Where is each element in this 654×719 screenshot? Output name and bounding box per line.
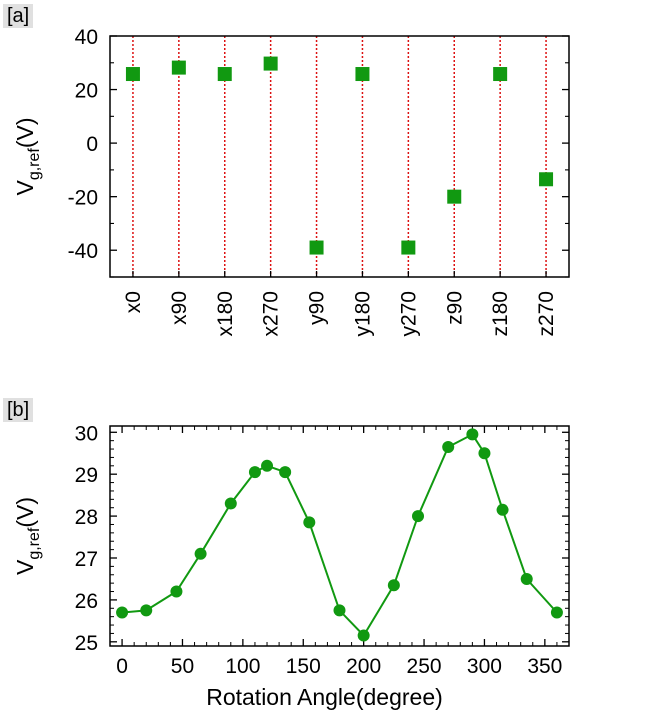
- data-point-z180: [493, 67, 508, 82]
- x-tick-label-y270: y270: [397, 291, 420, 337]
- data-point-x0: [125, 67, 140, 82]
- y-axis-label-b-unit: (V): [12, 497, 38, 528]
- data-point: [194, 547, 207, 560]
- data-point: [170, 585, 183, 598]
- x-tick-label-y180: y180: [351, 291, 374, 337]
- data-point: [224, 497, 237, 510]
- y-axis-label-b: Vg,ref(V): [12, 497, 43, 575]
- y-axis-label-a-main: V: [12, 180, 38, 196]
- chart-a: 40 20 0 -20 -40 x0 x90 x180 x270 y90 y180 y270 z90 z1…: [12, 26, 570, 337]
- x-tick-label: 200: [346, 655, 381, 678]
- y-tick-label: 27: [75, 548, 98, 571]
- x-tick-label: 250: [407, 655, 442, 678]
- data-point: [333, 604, 346, 617]
- x-tick-label-x180: x180: [214, 291, 237, 337]
- data-point: [466, 428, 479, 441]
- data-point: [116, 606, 129, 619]
- data-point-x270: [263, 56, 278, 71]
- data-point: [496, 503, 509, 516]
- x-tick-label: 350: [527, 655, 562, 678]
- y-axis-label-b-main: V: [12, 559, 38, 575]
- x-tick-label-z270: z270: [535, 291, 558, 337]
- x-tick-label: 0: [116, 655, 128, 678]
- data-point: [442, 440, 455, 453]
- data-point: [279, 466, 292, 479]
- x-axis-label-b: Rotation Angle(degree): [206, 684, 443, 710]
- x-tick-label: 50: [171, 655, 194, 678]
- x-tick-label-x90: x90: [168, 291, 191, 325]
- data-point-z90: [447, 189, 462, 204]
- y-tick-label: -20: [68, 187, 98, 210]
- y-tick-label: -40: [68, 240, 98, 263]
- y-tick-label: 26: [75, 590, 98, 613]
- data-point-y270: [401, 240, 416, 255]
- y-axis-label-a-subscript: g,ref: [26, 148, 43, 181]
- x-tick-label-x0: x0: [122, 291, 145, 313]
- y-tick-label: 30: [75, 422, 98, 445]
- data-point: [387, 579, 400, 592]
- data-point: [248, 466, 261, 479]
- x-tick-label: 150: [286, 655, 321, 678]
- data-point-x90: [171, 60, 186, 75]
- y-axis-label-a-unit: (V): [12, 117, 38, 148]
- y-tick-label: 28: [75, 506, 98, 529]
- data-point: [261, 459, 274, 472]
- data-point-x180: [217, 67, 232, 82]
- x-tick-label: 300: [467, 655, 502, 678]
- y-tick-label: 25: [75, 632, 98, 655]
- data-point: [520, 572, 533, 585]
- x-tick-label-y90: y90: [306, 291, 329, 325]
- data-point: [357, 629, 370, 642]
- data-point: [478, 447, 491, 460]
- panel-a-label: [a]: [3, 4, 34, 28]
- data-point-y90: [309, 240, 324, 255]
- x-tick-label-z90: z90: [443, 291, 466, 325]
- y-tick-label: 0: [86, 133, 98, 156]
- panel-b-label: [b]: [3, 398, 34, 422]
- data-point: [303, 516, 316, 529]
- x-tick-label: 100: [225, 655, 260, 678]
- data-point-z270: [539, 172, 554, 187]
- y-tick-label: 29: [75, 464, 98, 487]
- data-point: [550, 606, 563, 619]
- plot-frame-a: [109, 35, 570, 278]
- y-tick-label: 20: [75, 80, 98, 103]
- y-axis-label-a: Vg,ref(V): [12, 117, 43, 195]
- x-tick-label-z180: z180: [489, 291, 512, 337]
- data-point-y180: [355, 67, 370, 82]
- y-tick-label: 40: [75, 26, 98, 49]
- x-tick-label-x270: x270: [260, 291, 283, 337]
- data-point: [412, 510, 425, 523]
- y-axis-label-b-subscript: g,ref: [26, 527, 43, 560]
- data-point: [140, 604, 153, 617]
